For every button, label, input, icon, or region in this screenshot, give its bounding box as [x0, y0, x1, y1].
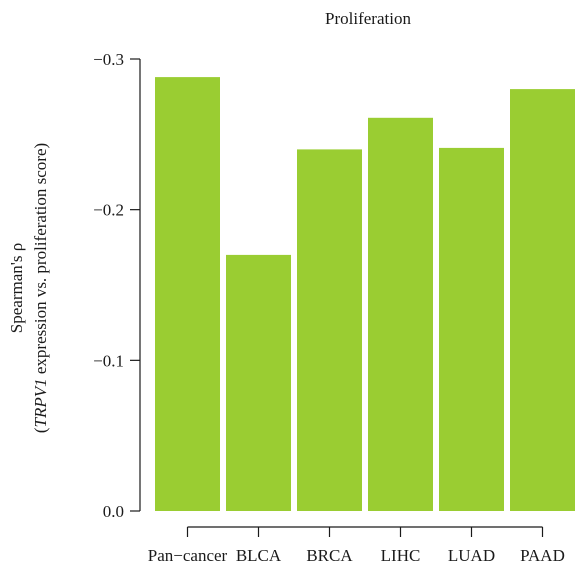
- y-axis-label-rest: expression vs. proliferation score): [31, 143, 50, 379]
- bar-4: [368, 117, 433, 512]
- y-tick-label: −0.2: [93, 201, 124, 220]
- x-tick-label: PAAD: [520, 546, 565, 565]
- x-tick-label: BLCA: [236, 546, 282, 565]
- y-tick-label: −0.1: [93, 351, 124, 370]
- y-axis-label-line2: (TRPV1 expression vs. proliferation scor…: [31, 143, 50, 433]
- y-axis-label: Spearman's ρ (TRPV1 expression vs. proli…: [7, 143, 50, 433]
- y-axis-label-line1: Spearman's ρ: [7, 243, 26, 333]
- bar-3: [297, 149, 362, 511]
- x-axis: Pan−cancer BLCA BRCA LIHC LUAD PAAD: [148, 526, 565, 565]
- bar-1: [155, 77, 220, 511]
- x-tick-label: LIHC: [381, 546, 421, 565]
- bar-5: [439, 147, 504, 511]
- chart-title: Proliferation: [325, 9, 411, 28]
- y-axis-label-paren: (: [31, 427, 50, 433]
- bar-2: [226, 254, 291, 511]
- y-axis: 0.0 −0.1 −0.2 −0.3: [93, 50, 141, 521]
- y-tick-label: 0.0: [103, 502, 124, 521]
- bar-6: [510, 89, 575, 511]
- x-tick-label: BRCA: [306, 546, 353, 565]
- x-tick-label: Pan−cancer: [148, 546, 228, 565]
- bars: [155, 77, 575, 512]
- y-tick-label: −0.3: [93, 50, 124, 69]
- x-tick-label: LUAD: [448, 546, 495, 565]
- y-axis-label-gene: TRPV1: [31, 378, 50, 427]
